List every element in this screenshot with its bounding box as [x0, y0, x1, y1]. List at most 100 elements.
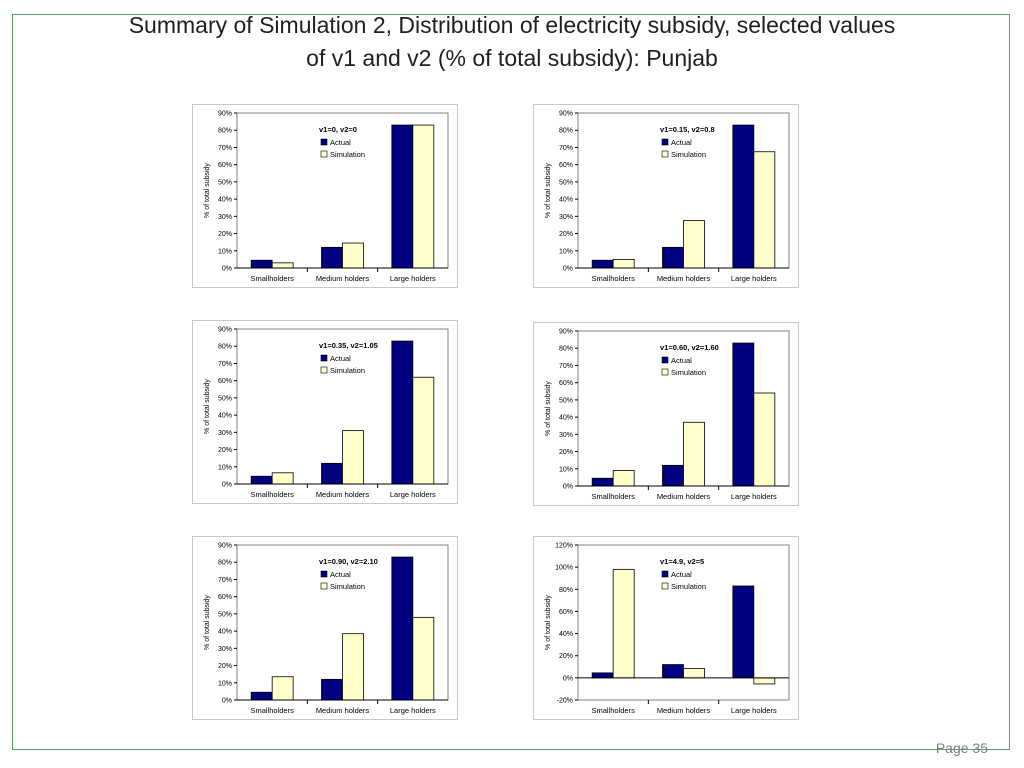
y-tick-label: 50% [559, 397, 573, 404]
y-tick-label: 90% [218, 543, 232, 550]
legend-label-simulation: Simulation [671, 582, 706, 591]
page-number: Page 35 [935, 740, 988, 756]
legend-label-simulation: Simulation [330, 366, 365, 375]
chart-panel-5: 0% 10% 20% 30% 40% 50% 60% 70% 80% 90% % of total … [192, 536, 458, 720]
bar-actual-2 [662, 664, 684, 679]
slide-frame [12, 14, 1010, 750]
y-tick-label: 40% [559, 631, 573, 638]
bar-actual-1 [250, 259, 273, 269]
bar-simulation-1 [271, 262, 294, 269]
y-tick-label: 70% [559, 363, 573, 370]
slide-title-line-1: Summary of Simulation 2, Distribution of… [128, 12, 896, 38]
bar-simulation-2 [683, 220, 705, 269]
y-tick-label: 80% [218, 560, 232, 567]
y-tick-label: 100% [555, 565, 573, 572]
y-tick-label: 90% [218, 327, 232, 334]
y-tick-label: 70% [218, 145, 232, 152]
y-tick-label: 40% [218, 413, 232, 420]
legend-label-simulation: Simulation [330, 150, 365, 159]
y-tick-label: 70% [218, 361, 232, 368]
x-tick-label: Large holders [731, 274, 777, 283]
bar-actual-2 [321, 462, 343, 485]
chart-svg: 0% 10% 20% 30% 40% 50% 60% 70% 80% 90% % of total … [204, 327, 449, 499]
y-tick-label: 40% [559, 415, 573, 422]
legend-swatch-simulation [661, 582, 669, 590]
bar-simulation-1 [612, 568, 635, 679]
y-axis-title: % of total subsidy [545, 595, 552, 650]
bar-actual-2 [662, 246, 684, 269]
y-axis-title: % of total subsidy [204, 163, 211, 218]
x-tick-label: Medium holders [316, 274, 370, 283]
y-tick-label: 80% [559, 587, 573, 594]
chart-svg: 0% 10% 20% 30% 40% 50% 60% 70% 80% 90% % of total … [545, 329, 790, 501]
bar-simulation-3 [753, 392, 776, 487]
y-tick-label: -20% [557, 698, 573, 705]
y-tick-label: 50% [218, 611, 232, 618]
bar-simulation-3 [412, 124, 435, 269]
bar-simulation-2 [683, 668, 705, 679]
y-tick-label: 0% [222, 266, 232, 273]
legend-swatch-simulation [661, 150, 669, 158]
bar-simulation-1 [271, 472, 294, 485]
chart-panel-4: 0% 10% 20% 30% 40% 50% 60% 70% 80% 90% % of total … [533, 322, 799, 506]
y-tick-label: 30% [559, 214, 573, 221]
x-tick-label: Medium holders [657, 706, 711, 715]
legend-swatch-simulation [320, 582, 328, 590]
chart-svg: 0% 10% 20% 30% 40% 50% 60% 70% 80% 90% % of total … [545, 111, 790, 283]
chart-title: v1=0.35, v2=1.05 [319, 341, 378, 350]
chart-svg: 0% 10% 20% 30% 40% 50% 60% 70% 80% 90% % of total … [204, 111, 449, 283]
bar-actual-3 [391, 556, 414, 701]
y-tick-label: 20% [218, 663, 232, 670]
legend-swatch-actual [661, 356, 669, 364]
x-tick-label: Smallholders [591, 492, 635, 501]
legend-swatch-actual [320, 354, 328, 362]
y-tick-label: 90% [218, 111, 232, 118]
bar-actual-3 [391, 124, 414, 269]
y-tick-label: 20% [559, 653, 573, 660]
legend-label-actual: Actual [330, 354, 351, 363]
bar-simulation-3 [753, 151, 776, 269]
y-tick-label: 50% [218, 179, 232, 186]
bar-actual-2 [321, 678, 343, 701]
x-tick-label: Medium holders [316, 706, 370, 715]
legend-label-simulation: Simulation [330, 582, 365, 591]
bar-actual-1 [591, 259, 614, 269]
y-tick-label: 90% [559, 111, 573, 118]
y-tick-label: 60% [218, 594, 232, 601]
bar-actual-1 [250, 475, 273, 485]
chart-panel-1: 0% 10% 20% 30% 40% 50% 60% 70% 80% 90% % of total … [192, 104, 458, 288]
y-tick-label: 60% [559, 162, 573, 169]
legend-label-actual: Actual [671, 356, 692, 365]
y-tick-label: 60% [218, 162, 232, 169]
y-tick-label: 80% [218, 344, 232, 351]
bar-simulation-3 [753, 677, 776, 685]
y-tick-label: 30% [218, 646, 232, 653]
legend-label-actual: Actual [671, 138, 692, 147]
slide-title-line-2: of v1 and v2 (% of total subsidy): Punja… [306, 45, 718, 71]
bar-simulation-2 [342, 633, 364, 701]
y-tick-label: 0% [222, 482, 232, 489]
y-tick-label: 10% [218, 248, 232, 255]
chart-panel-2: 0% 10% 20% 30% 40% 50% 60% 70% 80% 90% % of total … [533, 104, 799, 288]
x-tick-label: Smallholders [591, 274, 635, 283]
y-tick-label: 70% [218, 577, 232, 584]
y-tick-label: 30% [559, 432, 573, 439]
y-tick-label: 10% [559, 466, 573, 473]
chart-panel-6: -20% 0% 20% 40% 60% 80% 100% 120% % of total sub… [533, 536, 799, 720]
legend-swatch-actual [320, 138, 328, 146]
x-tick-label: Large holders [390, 706, 436, 715]
legend-label-actual: Actual [671, 570, 692, 579]
bar-actual-1 [250, 691, 273, 701]
y-tick-label: 0% [563, 484, 573, 491]
chart-title: v1=0.60, v2=1.60 [660, 343, 719, 352]
chart-svg: -20% 0% 20% 40% 60% 80% 100% 120% % of total sub… [545, 543, 790, 715]
y-tick-label: 20% [559, 231, 573, 238]
y-tick-label: 60% [559, 380, 573, 387]
y-tick-label: 50% [559, 179, 573, 186]
bar-actual-3 [732, 124, 755, 269]
x-tick-label: Medium holders [657, 492, 711, 501]
chart-svg: 0% 10% 20% 30% 40% 50% 60% 70% 80% 90% % of total … [204, 543, 449, 715]
legend-swatch-actual [661, 138, 669, 146]
chart-title: v1=0, v2=0 [319, 125, 357, 134]
bar-actual-3 [732, 342, 755, 487]
